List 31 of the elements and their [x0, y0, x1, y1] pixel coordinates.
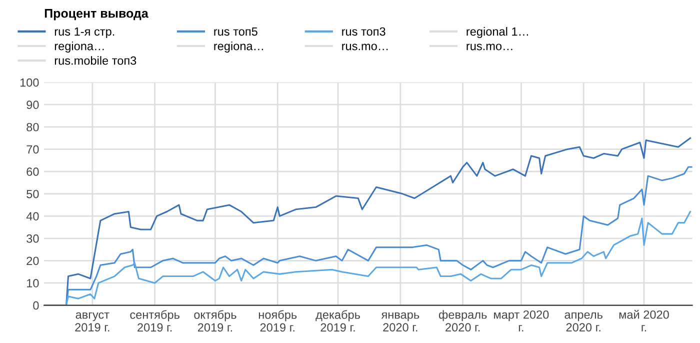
legend-label: regiona…	[54, 42, 104, 53]
y-tick-label: 30	[26, 234, 39, 243]
legend-label: regiona…	[214, 42, 263, 53]
legend-label: rus топ3	[342, 27, 386, 36]
y-tick-label: 10	[27, 279, 39, 288]
x-tick-label: ноябрь 2019 г.	[258, 310, 297, 332]
y-tick-label: 80	[26, 122, 39, 132]
x-tick-label: май 2020 г.	[619, 310, 669, 332]
y-tick-label: 60	[26, 168, 39, 176]
y-tick-label: 90	[26, 100, 39, 110]
legend-label: rus топ5	[214, 27, 258, 36]
x-tick-label: август 2019 г.	[75, 312, 110, 332]
legend-label: rus.mo…	[342, 44, 388, 50]
y-tick-label: 100	[20, 78, 39, 87]
x-tick-label: апрель 2020 г.	[564, 312, 602, 332]
x-tick-label: декабрь 2019 г.	[316, 310, 360, 332]
legend-label: rus.mo…	[466, 44, 512, 50]
y-tick-label: 0	[33, 301, 39, 310]
y-tick-label: 20	[26, 256, 39, 266]
legend-label: rus 1-я стр.	[54, 27, 114, 38]
x-tick-label: сентябрь 2019 г.	[130, 310, 180, 332]
y-tick-label: 70	[26, 145, 39, 154]
y-tick-label: 40	[26, 212, 39, 220]
x-tick-label: октябрь 2019 г.	[194, 310, 236, 332]
legend-label: regional 1…	[466, 27, 528, 38]
legend-label: rus.mobile топ3	[54, 56, 136, 65]
chart-title: Процент вывода	[44, 9, 148, 20]
x-tick-label: февраль 2020 г.	[438, 310, 487, 332]
y-tick-label: 50	[26, 190, 39, 198]
x-tick-label: январь 2020 г.	[381, 312, 420, 332]
x-tick-label: март 2020 г.	[494, 310, 549, 332]
